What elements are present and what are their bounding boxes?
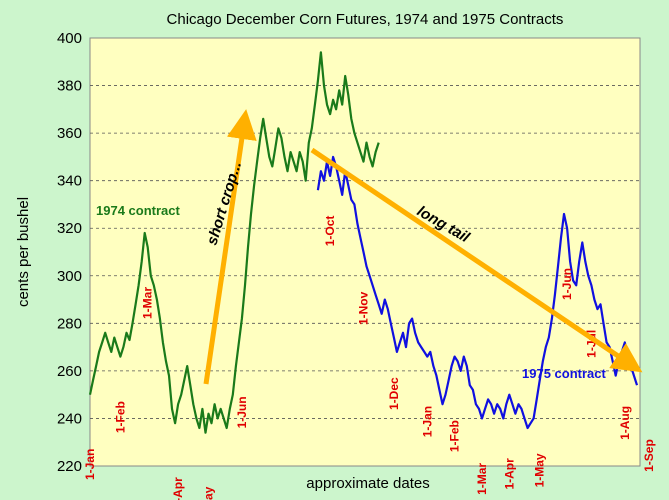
date-label: 1-Feb [113,401,127,433]
y-tick-label: 360 [57,125,82,142]
y-tick-label: 340 [57,173,82,190]
gridlines [90,85,640,419]
date-label: 1-Feb [448,420,462,452]
date-label: 1-Jun [560,268,574,300]
date-label: 1-Nov [357,291,371,325]
date-label: 1-Jan [420,406,434,437]
y-tick-label: 300 [57,268,82,285]
date-label: 1-Apr [171,477,185,500]
y-tick-label: 380 [57,78,82,95]
y-tick-label: 280 [57,315,82,332]
date-label: 1-May [533,453,547,487]
x-axis-label: approximate dates [306,475,429,492]
date-label: 1-May [202,486,216,500]
date-labels: 1-Jan 1-Feb 1-Mar 1-Apr 1-May 1-Jun 1-Oct 1-Nov… [83,216,656,500]
chart-title: Chicago December Corn Futures, 1974 and … [167,11,564,28]
legend-1974-contract: 1974 contract [96,203,180,218]
date-label: 1-Mar [475,463,489,495]
y-tick-label: 400 [57,30,82,47]
date-label: 1-Oct [323,216,337,247]
annotation-arrows [203,109,643,385]
date-label: 1-Mar [141,287,155,319]
long-tail-arrow [310,147,643,373]
series-lines [88,51,639,434]
y-tick-label: 260 [57,363,82,380]
y-axis-ticks: 220 240 260 280 300 320 340 360 380 400 [57,30,82,475]
y-tick-label: 220 [57,458,82,475]
plot-area [89,37,641,467]
date-label: 1-Aug [618,406,632,440]
series-line-1975 [316,155,639,430]
y-tick-label: 320 [57,220,82,237]
date-label: 1-Jan [83,449,97,480]
date-label: 1-Jun [235,396,249,428]
y-axis-label: cents per bushel [15,197,32,307]
date-label: 1-Dec [387,377,401,410]
legend-1975-contract: 1975 contract [522,366,606,381]
date-label: 1-Sep [642,439,656,472]
short-crop-arrow [203,109,257,385]
y-tick-label: 240 [57,410,82,427]
series-line-1974 [88,51,380,434]
date-label: 1-Apr [502,458,516,490]
